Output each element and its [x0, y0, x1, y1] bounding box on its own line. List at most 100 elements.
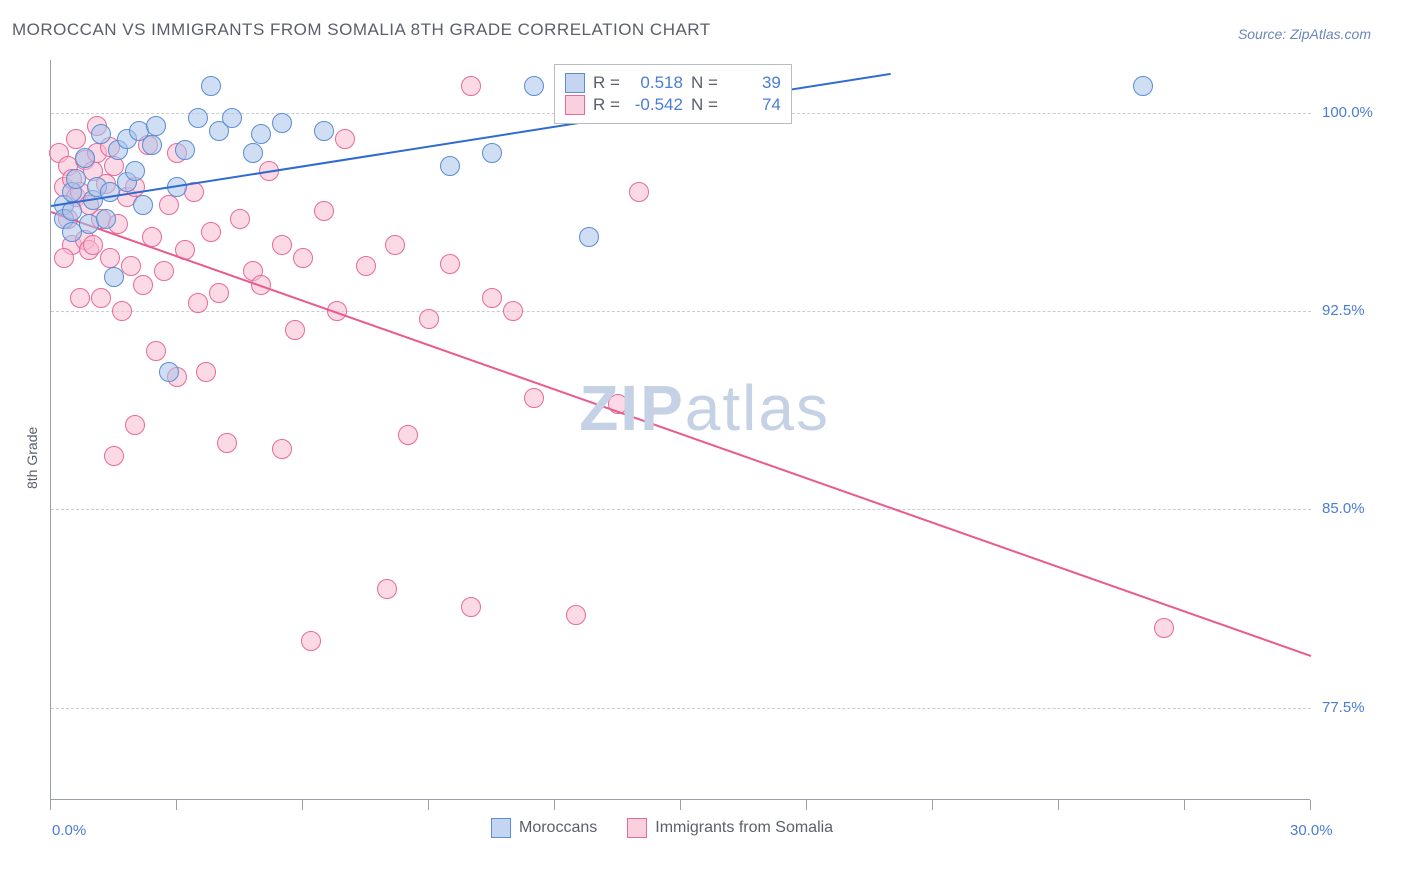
data-point-somalia	[301, 631, 321, 651]
data-point-somalia	[293, 248, 313, 268]
data-point-moroccans	[159, 362, 179, 382]
data-point-moroccans	[524, 76, 544, 96]
data-point-moroccans	[272, 113, 292, 133]
stats-row-moroccans: R = 0.518 N = 39	[565, 73, 781, 93]
x-tick	[1310, 800, 1311, 810]
data-point-moroccans	[243, 143, 263, 163]
data-point-somalia	[356, 256, 376, 276]
y-tick-label: 100.0%	[1322, 104, 1373, 121]
data-point-somalia	[419, 309, 439, 329]
data-point-moroccans	[440, 156, 460, 176]
y-tick-label: 77.5%	[1322, 699, 1365, 716]
data-point-somalia	[440, 254, 460, 274]
x-tick	[806, 800, 807, 810]
grid-line	[51, 311, 1311, 312]
data-point-moroccans	[125, 161, 145, 181]
data-point-somalia	[83, 235, 103, 255]
swatch-somalia	[627, 818, 647, 838]
x-tick	[680, 800, 681, 810]
trend-line-somalia	[51, 211, 1312, 657]
data-point-moroccans	[482, 143, 502, 163]
legend-item-moroccans: Moroccans	[491, 818, 597, 838]
data-point-somalia	[91, 288, 111, 308]
data-point-somalia	[154, 261, 174, 281]
data-point-somalia	[272, 235, 292, 255]
data-point-somalia	[377, 579, 397, 599]
x-tick	[50, 800, 51, 810]
swatch-somalia	[565, 95, 585, 115]
data-point-somalia	[66, 129, 86, 149]
data-point-somalia	[1154, 618, 1174, 638]
data-point-somalia	[201, 222, 221, 242]
legend: Moroccans Immigrants from Somalia	[491, 818, 833, 838]
r-label: R =	[593, 73, 620, 93]
data-point-somalia	[629, 182, 649, 202]
data-point-somalia	[159, 195, 179, 215]
data-point-somalia	[70, 288, 90, 308]
data-point-somalia	[230, 209, 250, 229]
y-tick-label: 92.5%	[1322, 302, 1365, 319]
data-point-moroccans	[175, 140, 195, 160]
data-point-moroccans	[66, 169, 86, 189]
data-point-somalia	[335, 129, 355, 149]
data-point-somalia	[133, 275, 153, 295]
source-label: Source: ZipAtlas.com	[1238, 26, 1371, 42]
grid-line	[51, 708, 1311, 709]
data-point-somalia	[188, 293, 208, 313]
grid-line	[51, 509, 1311, 510]
legend-label: Moroccans	[519, 819, 597, 837]
y-tick-label: 85.0%	[1322, 500, 1365, 517]
chart-title: MOROCCAN VS IMMIGRANTS FROM SOMALIA 8TH …	[12, 20, 711, 40]
x-tick	[1184, 800, 1185, 810]
data-point-moroccans	[579, 227, 599, 247]
data-point-somalia	[217, 433, 237, 453]
data-point-moroccans	[96, 209, 116, 229]
data-point-somalia	[503, 301, 523, 321]
data-point-somalia	[209, 283, 229, 303]
data-point-somalia	[461, 597, 481, 617]
data-point-somalia	[104, 446, 124, 466]
stats-row-somalia: R = -0.542 N = 74	[565, 95, 781, 115]
data-point-somalia	[314, 201, 334, 221]
data-point-somalia	[146, 341, 166, 361]
data-point-moroccans	[142, 135, 162, 155]
data-point-moroccans	[104, 267, 124, 287]
n-value-moroccans: 39	[726, 73, 781, 93]
x-tick	[302, 800, 303, 810]
x-tick	[1058, 800, 1059, 810]
n-label: N =	[691, 73, 718, 93]
data-point-moroccans	[222, 108, 242, 128]
data-point-moroccans	[133, 195, 153, 215]
swatch-moroccans	[491, 818, 511, 838]
r-label: R =	[593, 95, 620, 115]
data-point-moroccans	[251, 124, 271, 144]
swatch-moroccans	[565, 73, 585, 93]
n-value-somalia: 74	[726, 95, 781, 115]
stats-box: R = 0.518 N = 39 R = -0.542 N = 74	[554, 64, 792, 124]
n-label: N =	[691, 95, 718, 115]
data-point-somalia	[272, 439, 292, 459]
data-point-somalia	[54, 248, 74, 268]
x-tick	[932, 800, 933, 810]
data-point-somalia	[524, 388, 544, 408]
y-axis-label: 8th Grade	[24, 427, 40, 489]
data-point-somalia	[566, 605, 586, 625]
x-tick	[428, 800, 429, 810]
x-tick	[176, 800, 177, 810]
data-point-somalia	[482, 288, 502, 308]
data-point-moroccans	[146, 116, 166, 136]
plot-area	[50, 60, 1310, 800]
data-point-moroccans	[1133, 76, 1153, 96]
x-min-label: 0.0%	[52, 822, 86, 839]
data-point-moroccans	[314, 121, 334, 141]
legend-item-somalia: Immigrants from Somalia	[627, 818, 833, 838]
data-point-somalia	[385, 235, 405, 255]
data-point-moroccans	[201, 76, 221, 96]
data-point-somalia	[112, 301, 132, 321]
data-point-moroccans	[188, 108, 208, 128]
data-point-somalia	[461, 76, 481, 96]
data-point-moroccans	[91, 124, 111, 144]
data-point-somalia	[196, 362, 216, 382]
data-point-moroccans	[75, 148, 95, 168]
data-point-somalia	[285, 320, 305, 340]
